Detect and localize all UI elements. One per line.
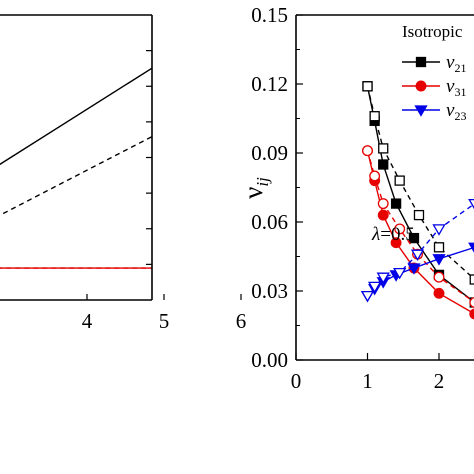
right-tick-layer: 0 1 2 0.00 0.03 0.06 0.09 0.12 0.15 xyxy=(251,3,444,393)
right-series-2-point-2 xyxy=(377,209,389,221)
left-panel: 4 5 6 xyxy=(0,14,247,333)
right-series-3-point-1 xyxy=(369,170,381,182)
left-series-0-line xyxy=(0,67,152,166)
legend-title: Isotropic xyxy=(402,22,463,41)
right-y-tick-label: 0.03 xyxy=(251,279,288,303)
right-series-1-point-6 xyxy=(469,274,474,285)
right-series-1-point-0 xyxy=(362,81,373,92)
right-series-3-point-6 xyxy=(469,297,474,308)
left-tick-layer: 4 5 6 xyxy=(82,50,247,333)
right-panel: 0 1 20.000.030.060.090.120.15 νij λ=0.5 Is… xyxy=(238,3,474,393)
right-series-1-point-2 xyxy=(378,143,389,154)
right-x-tick-label: 0 xyxy=(291,369,302,393)
legend-label-2: ν31 xyxy=(446,76,466,99)
right-series-2-point-5 xyxy=(433,287,445,299)
annotation-lambda-symbol: λ xyxy=(371,224,380,245)
left-series-1-point-1 xyxy=(159,126,169,136)
legend-marker-2 xyxy=(415,80,427,92)
left-series-0-point-1 xyxy=(160,56,169,65)
right-series-3-point-0 xyxy=(362,145,373,157)
right-series-1-point-1 xyxy=(369,111,380,122)
right-series-layer xyxy=(360,81,474,320)
legend-label-sub-2: 31 xyxy=(454,85,466,99)
right-series-4-point-6 xyxy=(468,242,474,253)
right-y-axis-label: νij xyxy=(238,177,272,199)
left-series-2-point-1 xyxy=(159,263,169,273)
legend-marker-0 xyxy=(415,56,427,68)
right-series-3-point-2 xyxy=(377,198,389,210)
right-x-tick-label: 1 xyxy=(362,369,373,393)
annotation-lambda: λ=0.5 xyxy=(371,224,415,245)
right-series-5-point-0 xyxy=(360,290,375,303)
legend-marker-4 xyxy=(414,105,428,117)
left-series-3-point-1 xyxy=(159,263,169,273)
legend-label-main-4: ν xyxy=(446,100,455,121)
right-series-2-point-6 xyxy=(469,308,474,320)
legend-label-sub-4: 23 xyxy=(454,109,466,123)
right-series-5-point-5 xyxy=(432,224,446,236)
right-x-tick-label: 2 xyxy=(434,369,445,393)
left-x-tick-label: 6 xyxy=(236,309,247,333)
legend-label-main-0: ν xyxy=(446,52,455,73)
right-series-4-point-5 xyxy=(432,254,446,266)
right-y-tick-label: 0.00 xyxy=(251,348,288,372)
right-series-1-line xyxy=(366,86,474,280)
right-series-5-point-4 xyxy=(410,249,425,261)
right-series-1-point-5 xyxy=(433,242,445,253)
right-series-5-point-1 xyxy=(368,281,382,294)
right-series-5-point-2 xyxy=(376,272,390,284)
right-series-3-point-5 xyxy=(433,271,445,283)
legend-label-main-2: ν xyxy=(446,76,455,97)
right-series-5-point-3 xyxy=(393,267,407,280)
right-y-tick-label: 0.15 xyxy=(251,3,288,27)
right-series-0-point-4 xyxy=(408,232,420,244)
right-series-1-point-3 xyxy=(394,175,405,186)
left-series-layer xyxy=(0,56,169,273)
right-series-2-line xyxy=(366,150,474,315)
right-series-5-point-6 xyxy=(468,198,474,210)
annotation-lambda-value: =0.5 xyxy=(380,224,414,245)
right-series-1-point-4 xyxy=(413,209,425,221)
right-series-3-point-3 xyxy=(394,223,406,235)
right-series-0-point-2 xyxy=(378,159,389,170)
right-series-2-point-3 xyxy=(390,237,402,249)
legend-label-sub-0: 21 xyxy=(454,61,466,75)
left-x-tick-label: 4 xyxy=(82,309,93,333)
left-x-tick-label: 5 xyxy=(159,309,170,333)
right-y-axis-label-sub: ij xyxy=(253,177,272,187)
right-y-axis-label-main: ν xyxy=(238,187,268,199)
legend-label-0: ν21 xyxy=(446,52,466,75)
right-y-tick-label: 0.09 xyxy=(251,141,288,165)
legend-label-4: ν23 xyxy=(446,100,466,123)
right-y-tick-label: 0.06 xyxy=(251,210,288,234)
right-series-4-point-4 xyxy=(407,263,421,275)
right-series-0-point-3 xyxy=(390,198,402,209)
right-y-tick-label: 0.12 xyxy=(251,72,288,96)
left-series-1-line xyxy=(0,135,152,216)
